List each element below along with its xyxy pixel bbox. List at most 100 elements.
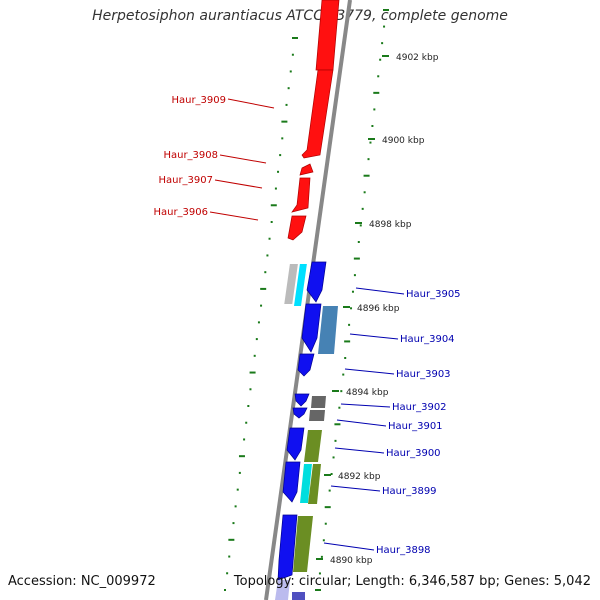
gene-leader-line — [209, 211, 259, 221]
gene-box-steelblue — [318, 306, 338, 354]
gene-arrow-blue — [294, 393, 310, 407]
gene-label: Haur_3898 — [376, 545, 431, 556]
scale-label: 4898 kbp — [369, 220, 412, 230]
scale-tick — [277, 170, 280, 173]
scale-tick — [270, 221, 273, 223]
scale-tick — [361, 207, 364, 210]
gene-arrow-red — [291, 177, 311, 213]
gene-label: Haur_3908 — [163, 150, 218, 161]
scale-tick — [367, 158, 370, 161]
gene-leader-line — [349, 333, 399, 340]
gene-leader-line — [219, 154, 267, 164]
scale-tick — [373, 108, 376, 111]
scale-tick — [359, 224, 362, 227]
gene-arrow-red — [299, 163, 314, 176]
gene-arrow-blue — [297, 353, 315, 377]
scale-ticks — [224, 9, 389, 591]
scale-tick — [243, 438, 246, 441]
scale-tick — [369, 141, 372, 144]
gene-leader-line — [340, 403, 391, 408]
scale-tick — [340, 390, 343, 393]
scale-tick — [264, 271, 267, 274]
gene-box-blue-small — [292, 592, 305, 600]
scale-label: 4900 kbp — [382, 136, 425, 146]
scale-tick — [328, 489, 331, 492]
gene-leader-line — [214, 179, 263, 189]
gene-leader-line — [344, 368, 395, 375]
scale-tick — [363, 191, 366, 194]
scale-tick — [324, 506, 331, 509]
scale-tick — [363, 174, 370, 177]
scale-label: 4890 kbp — [330, 556, 373, 566]
scale-tick — [245, 421, 248, 424]
gene-leader-line — [330, 485, 381, 492]
scale-tick — [348, 323, 351, 326]
scale-tick — [238, 471, 241, 474]
gene-box-olive — [304, 430, 322, 462]
gene-leader-line — [355, 287, 405, 295]
scale-tick — [234, 505, 237, 508]
gene-arrow-blue — [286, 427, 305, 461]
gene-arrow-blue — [301, 303, 322, 353]
gene-arrow-blue — [277, 514, 298, 581]
scale-tick — [344, 357, 347, 359]
scale-tick — [238, 455, 245, 458]
map-title: Herpetosiphon aurantiacus ATCC 23779, co… — [92, 8, 508, 24]
scale-tick — [334, 439, 337, 442]
scale-major-tick — [355, 222, 362, 224]
scale-tick — [291, 53, 294, 56]
scale-tick — [249, 388, 252, 391]
scale-tick — [260, 287, 267, 290]
gene-label: Haur_3904 — [400, 334, 455, 345]
gene-label: Haur_3902 — [392, 402, 447, 413]
scale-tick — [274, 187, 277, 190]
scale-tick — [268, 237, 271, 240]
scale-tick — [257, 321, 260, 324]
gene-leader-line — [336, 419, 387, 427]
scale-tick — [232, 522, 235, 525]
scale-tick — [255, 338, 258, 341]
scale-tick — [270, 204, 277, 207]
scale-tick — [338, 406, 341, 409]
gene-box-lavender — [275, 580, 290, 600]
scale-tick — [383, 9, 389, 11]
gene-labels: Haur_3909 Haur_3908 Haur_3907 Haur_3906 Haur… — [153, 95, 460, 556]
scale-tick — [383, 25, 386, 28]
scale-major-tick — [382, 55, 389, 57]
scale-tick — [320, 555, 323, 558]
scale-tick — [315, 589, 321, 591]
scale-label: 4902 kbp — [396, 53, 439, 63]
scale-tick — [344, 340, 351, 343]
scale-tick — [247, 405, 250, 407]
scale-tick — [249, 371, 256, 374]
scale-tick — [224, 589, 226, 591]
gene-leader-line — [227, 98, 275, 109]
gene-box-cyan — [293, 264, 307, 306]
gene-arrow-red — [315, 0, 340, 71]
scale-tick — [350, 307, 353, 310]
gene-label: Haur_3899 — [382, 486, 437, 497]
scale-major-tick — [343, 306, 350, 308]
gene-arrow-red — [301, 69, 334, 159]
scale-tick — [330, 473, 333, 475]
scale-tick — [260, 304, 263, 307]
topology-text: Topology: circular; Length: 6,346,587 bp… — [233, 574, 591, 589]
gene-box-olive — [293, 516, 313, 572]
scale-tick — [285, 103, 288, 106]
scale-tick — [228, 555, 231, 558]
scale-tick — [379, 58, 382, 61]
scale-tick — [236, 488, 239, 491]
gene-label: Haur_3905 — [406, 289, 461, 300]
scale-tick — [351, 290, 354, 293]
scale-tick — [353, 274, 356, 277]
scale-tick — [228, 538, 235, 541]
gene-label: Haur_3900 — [386, 448, 441, 459]
gene-box-darkgray — [311, 396, 326, 408]
gene-box-darkgray — [309, 410, 325, 421]
scale-major-tick — [368, 138, 375, 140]
scale-tick — [324, 522, 327, 525]
scale-major-tick — [324, 474, 331, 476]
scale-label: 4896 kbp — [357, 304, 400, 314]
